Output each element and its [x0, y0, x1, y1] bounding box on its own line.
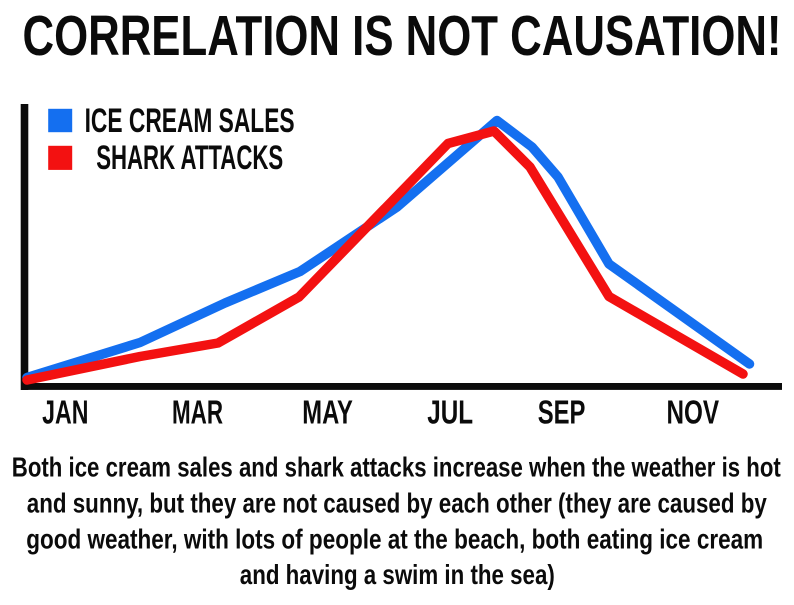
svg-text:CORRELATION IS NOT CAUSATION!: CORRELATION IS NOT CAUSATION!	[23, 4, 782, 68]
svg-text:NOV: NOV	[667, 394, 720, 431]
svg-text:JUL: JUL	[427, 394, 473, 431]
svg-text:MAR: MAR	[172, 394, 223, 431]
svg-text:and sunny, but they are not ca: and sunny, but they are not caused by ea…	[27, 488, 767, 519]
svg-text:MAY: MAY	[302, 394, 353, 431]
svg-text:JAN: JAN	[42, 394, 88, 431]
svg-text:SEP: SEP	[538, 394, 586, 431]
svg-text:Both ice cream sales and shark: Both ice cream sales and shark attacks i…	[12, 451, 781, 482]
svg-text:and having a swim in the sea): and having a swim in the sea)	[240, 559, 555, 590]
svg-text:ICE CREAM SALES: ICE CREAM SALES	[85, 102, 295, 140]
svg-text:SHARK ATTACKS: SHARK ATTACKS	[96, 139, 283, 177]
svg-text:good weather, with lots of peo: good weather, with lots of people at the…	[26, 523, 763, 554]
